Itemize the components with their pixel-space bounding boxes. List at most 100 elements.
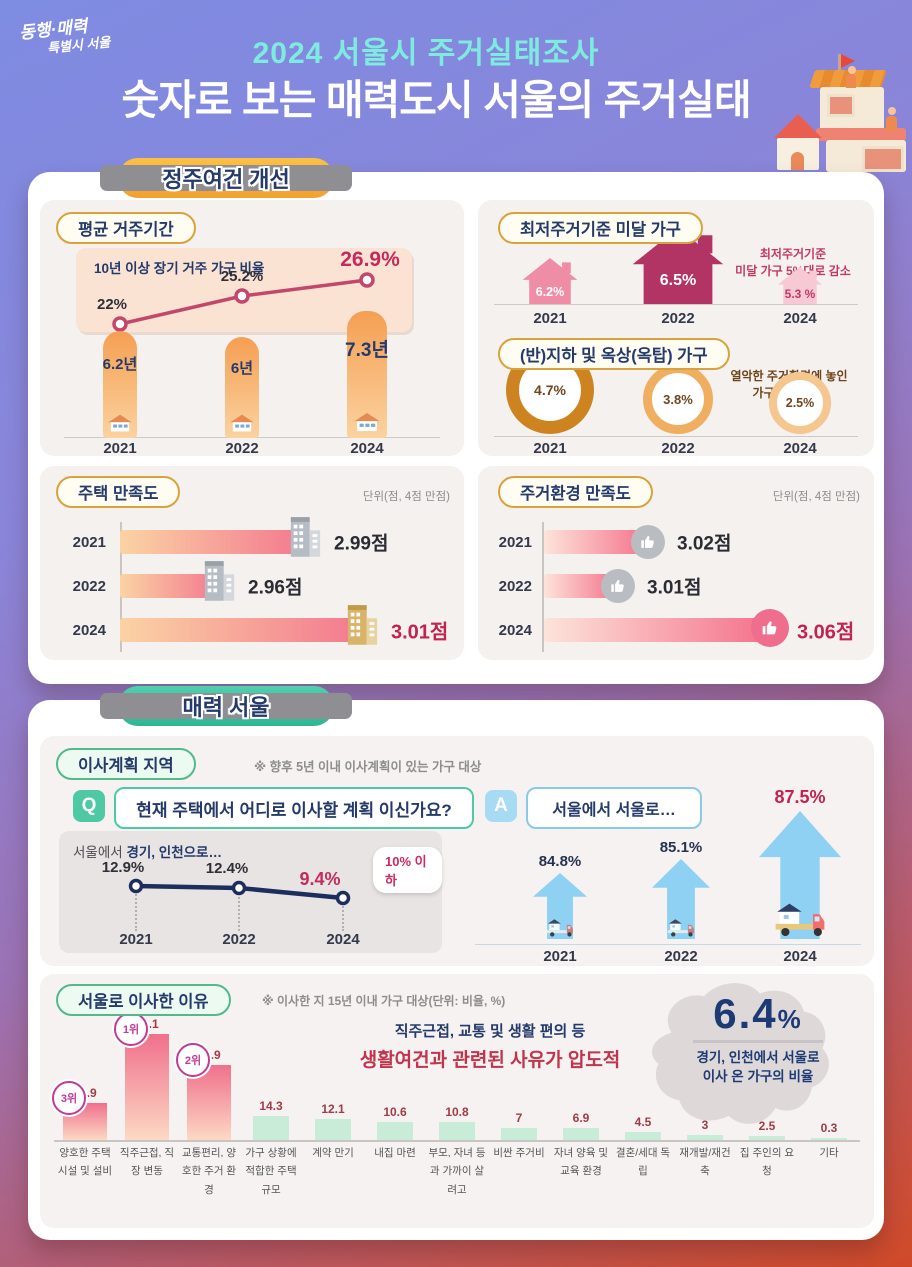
category-label: 재개발/재건축 bbox=[679, 1147, 731, 1178]
residence-bar-2022: 6년 bbox=[225, 337, 259, 438]
answer-box: 서울에서 서울로… bbox=[526, 787, 702, 829]
flag-icon bbox=[841, 54, 855, 68]
point-value: 25.2% bbox=[220, 268, 264, 285]
house-value: 5.3 % bbox=[784, 287, 816, 301]
bar-value: 3 bbox=[701, 1118, 709, 1132]
year-label: 2021 bbox=[533, 440, 567, 457]
thumbs-up-icon-pink bbox=[751, 609, 789, 647]
reason-bar-column: 21.93위 bbox=[52, 1081, 116, 1140]
long-residence-line-chart bbox=[112, 272, 375, 332]
a-icon: A bbox=[485, 790, 517, 822]
reason-bar bbox=[253, 1116, 289, 1140]
up-arrow-icon bbox=[652, 859, 710, 939]
unit-note: 단위(점, 4점 만점) bbox=[362, 491, 450, 503]
year-label: 2024 bbox=[72, 621, 106, 639]
residence-bar-2024: 7.3년 bbox=[345, 311, 389, 438]
sat-row-2022: 2022 3.01점 bbox=[492, 564, 862, 608]
year-label: 2024 bbox=[783, 948, 817, 965]
arrow-value-highlight: 87.5% bbox=[774, 787, 826, 807]
seoul-map-highlight: 6.4% 경기, 인천에서 서울로 이사 온 가구의 비율 bbox=[618, 978, 868, 1134]
reason-bar-column: 43.92위 bbox=[176, 1043, 240, 1140]
housing-sat-chart: 2021 2.99점 2022 2.96점 2024 bbox=[54, 517, 452, 652]
panel-substandard-basement: 최저주거기준 미달 가구 최저주거기준 미달 가구 5%대로 감소 6.2% 6… bbox=[478, 200, 874, 457]
house-value: 6.5% bbox=[659, 272, 697, 289]
arrow-2024: 87.5% bbox=[759, 787, 841, 944]
panel-move-reason: 서울로 이사한 이유 ※ 이사한 지 15년 이내 가구 대상(단위: 비율, … bbox=[40, 974, 874, 1228]
category-label: 양호한 주택 시설 및 설비 bbox=[57, 1147, 113, 1178]
bar-value: 10.6 bbox=[383, 1105, 407, 1119]
rank-badge: 2위 bbox=[176, 1043, 210, 1077]
year-label: 2021 bbox=[72, 533, 106, 551]
move-reason-labels: 양호한 주택 시설 및 설비 직주근접, 직장 변동 교통편리, 양호한 주거 환경… bbox=[54, 1144, 860, 1199]
baseline bbox=[494, 304, 858, 305]
house-icon bbox=[632, 228, 724, 304]
sat-value-highlight: 3.01점 bbox=[391, 621, 449, 644]
up-arrow-icon bbox=[533, 873, 587, 939]
year-label: 2024 bbox=[783, 310, 817, 327]
panel-avg-residence: 평균 거주기간 10년 이상 장기 거주 가구 비율 22% 25.2% 26.… bbox=[40, 200, 464, 457]
settlement-section-ribbon: 정주여건 개선 bbox=[100, 158, 352, 198]
year-label: 2024 bbox=[498, 621, 532, 639]
panel-housing-satisfaction: 주택 만족도 단위(점, 4점 만점) 2021 2.99점 2022 2.96… bbox=[40, 466, 464, 660]
sat-bar bbox=[544, 618, 769, 642]
bar-value: 4.5 bbox=[634, 1115, 652, 1129]
bar-value: 2.5 bbox=[758, 1119, 776, 1133]
point-value: 12.4% bbox=[205, 860, 249, 877]
q-icon: Q bbox=[73, 790, 105, 822]
arrow-value: 85.1% bbox=[659, 839, 703, 856]
category-label: 집 주인의 요청 bbox=[739, 1147, 795, 1178]
reason-bar bbox=[377, 1122, 413, 1140]
year-label: 2024 bbox=[783, 440, 817, 457]
seoul-map-icon bbox=[652, 983, 829, 1124]
bar-value: 14.3 bbox=[259, 1099, 283, 1113]
reason-bar bbox=[187, 1065, 231, 1140]
reason-bar bbox=[811, 1138, 847, 1140]
year-label: 2021 bbox=[498, 533, 532, 551]
reason-bar-column: 2.5 bbox=[736, 1119, 798, 1140]
arrow-value: 84.8% bbox=[538, 853, 582, 870]
dotted-guide bbox=[135, 891, 137, 931]
reason-bar-column: 0.3 bbox=[798, 1121, 860, 1140]
year-label: 2022 bbox=[661, 440, 695, 457]
dotted-guide bbox=[238, 893, 240, 931]
survey-title: 2024 서울시 주거실태조사 bbox=[252, 37, 600, 70]
arrow-2021: 84.8% bbox=[533, 853, 587, 944]
below-10-badge: 10% 이하 bbox=[373, 847, 442, 893]
panel-title-pill: (반)지하 및 옥상(옥탑) 가구 bbox=[498, 338, 730, 370]
category-label: 기타 bbox=[819, 1147, 839, 1159]
sat-row-2021: 2021 3.02점 bbox=[492, 520, 862, 564]
reason-bar bbox=[687, 1135, 723, 1140]
reason-bar-column: 14.3 bbox=[240, 1099, 302, 1140]
question-box: 현재 주택에서 어디로 이사할 계획 이신가요? bbox=[114, 787, 474, 829]
house-icon bbox=[230, 414, 254, 432]
reason-bar-column: 10.8 bbox=[426, 1105, 488, 1140]
building-icon bbox=[202, 559, 236, 606]
residence-bar-2021: 6.2년 bbox=[103, 331, 137, 438]
dotted-guide bbox=[342, 903, 344, 931]
point-value: 12.9% bbox=[101, 859, 145, 876]
houses-illustration bbox=[774, 54, 906, 172]
reason-bar-column: 12.1 bbox=[302, 1102, 364, 1140]
bar-value: 10.8 bbox=[445, 1105, 469, 1119]
category-label: 비싼 주거비 bbox=[493, 1147, 545, 1159]
category-label: 부모, 자녀 등과 가까이 살려고 bbox=[428, 1147, 486, 1196]
move-reason-annotation: 직주근접, 교통 및 생활 편의 등 생활여건과 관련된 사유가 압도적 bbox=[359, 1023, 621, 1071]
highlight-caption: 경기, 인천에서 서울로 이사 온 가구의 비율 bbox=[696, 1050, 820, 1084]
panel-title-pill: 주택 만족도 bbox=[56, 476, 181, 508]
sat-row-2024: 2024 3.06점 bbox=[492, 608, 862, 652]
move-plan-line-chart: 서울에서 경기, 인천으로… 12.9% 12.4% 9.4% 10% 이하 2… bbox=[59, 831, 442, 953]
sat-bar bbox=[120, 530, 306, 554]
reason-bar-column: 3 bbox=[674, 1118, 736, 1140]
panel-title-pill: 최저주거기준 미달 가구 bbox=[498, 212, 703, 244]
year-label: 2022 bbox=[225, 440, 259, 457]
panel-title-pill: 평균 거주기간 bbox=[56, 212, 196, 244]
panel-title-pill: 서울로 이사한 이유 bbox=[56, 984, 231, 1016]
category-label: 내집 마련 bbox=[374, 1147, 416, 1159]
sat-value: 3.02점 bbox=[677, 533, 732, 555]
sat-bar bbox=[120, 618, 363, 642]
bar-value: 6년 bbox=[230, 360, 254, 377]
substandard-house-2022: 6.5% bbox=[631, 228, 725, 304]
flag-pole bbox=[838, 54, 841, 72]
rank-badge: 3위 bbox=[52, 1081, 86, 1115]
year-label: 2022 bbox=[498, 577, 532, 595]
